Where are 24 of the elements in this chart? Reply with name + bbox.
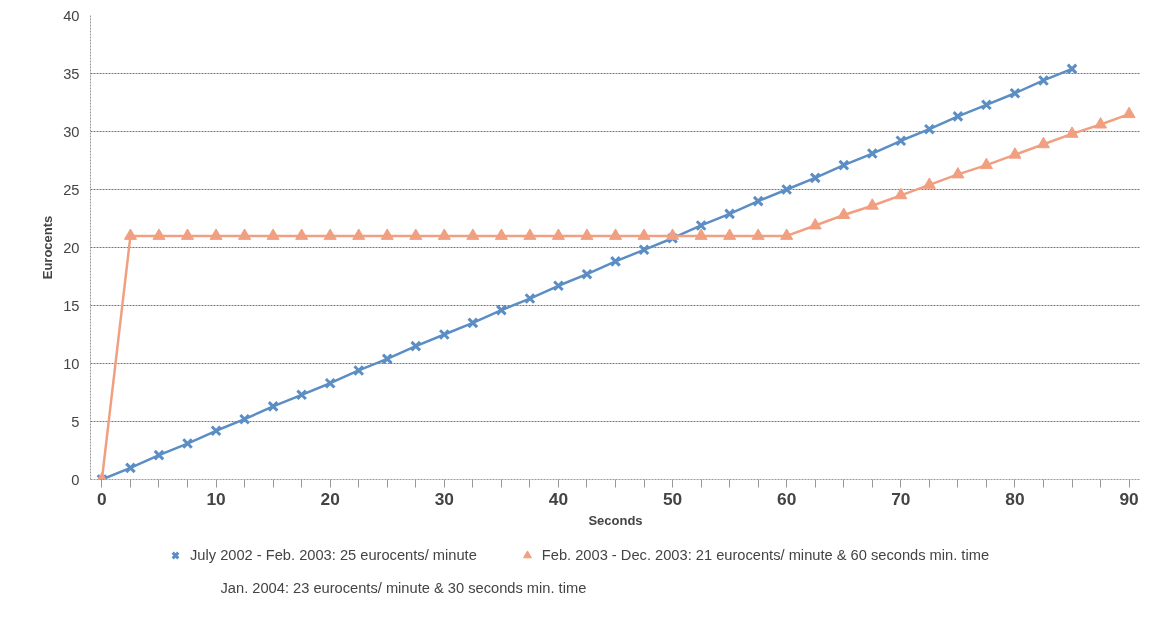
text: Jan. 2004: 23 eurocents/ minute & 30 seconds min. time xyxy=(220,579,587,596)
y-tick-label: 20 xyxy=(63,239,80,256)
legend-label: July 2002 - Feb. 2003: 25 eurocents/ minute xyxy=(190,547,477,563)
x-tick-label: 80 xyxy=(1005,488,1025,509)
x-tick-label: 30 xyxy=(434,488,454,509)
x-tick-label: 70 xyxy=(891,488,911,509)
y-tick-label: 0 xyxy=(71,471,80,488)
y-tick-label: 30 xyxy=(63,123,80,140)
y-tick-label: 15 xyxy=(63,297,80,314)
x-tick-label: 0 xyxy=(97,488,107,509)
y-tick-label: 35 xyxy=(63,65,80,82)
y-tick-label: 25 xyxy=(63,181,80,198)
legend-label: Feb. 2003 - Dec. 2003: 21 eurocents/ minute & 60 seconds min. time xyxy=(541,547,990,563)
x-axis-title: Seconds xyxy=(588,512,643,528)
x-tick-label: 60 xyxy=(777,488,797,509)
x-tick-label: 20 xyxy=(320,488,340,509)
x-tick-label: 50 xyxy=(662,488,683,509)
x-tick-label: 90 xyxy=(1119,488,1139,509)
y-tick-label: 10 xyxy=(63,355,80,372)
x-tick-label: 40 xyxy=(548,488,569,509)
y-tick-label: 5 xyxy=(71,413,80,430)
y-axis-title: Eurocents xyxy=(40,215,56,280)
y-tick-label: 40 xyxy=(63,7,80,24)
x-tick-label: 10 xyxy=(206,488,226,509)
